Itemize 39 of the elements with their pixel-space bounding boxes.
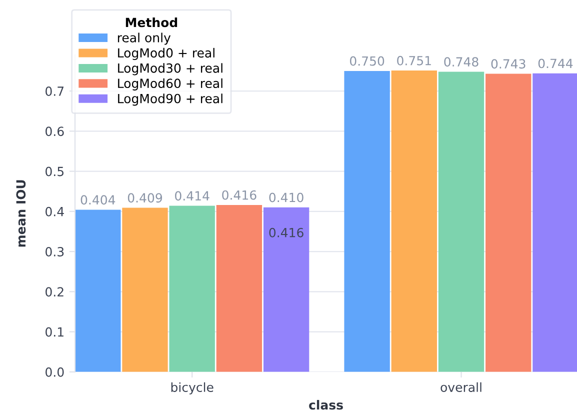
x-tick-label: overall xyxy=(440,382,482,392)
bar xyxy=(344,70,390,372)
data-label: 0.404 xyxy=(80,195,116,205)
data-label: 0.743 xyxy=(491,59,526,69)
legend-label: LogMod60 + real xyxy=(118,78,222,90)
y-tick-label: 0.4 xyxy=(46,206,64,216)
y-tick-label: 0.0 xyxy=(46,367,64,377)
y-tick-label: 0.1 xyxy=(46,327,64,337)
bar xyxy=(263,207,310,372)
y-tick-label: 0.6 xyxy=(46,126,64,136)
bar xyxy=(216,204,262,372)
y-tick-label: 0.7 xyxy=(46,86,64,96)
y-axis-title: mean IOU xyxy=(16,180,26,247)
data-label: 0.751 xyxy=(397,56,431,66)
legend-label: LogMod90 + real xyxy=(118,94,222,106)
data-label: 0.410 xyxy=(269,192,304,202)
data-label: 0.414 xyxy=(175,191,210,201)
annotation: 0.416 xyxy=(269,228,304,238)
x-tick-label: bicycle xyxy=(171,382,214,394)
legend-label: real only xyxy=(118,32,171,45)
bar xyxy=(169,206,215,372)
data-label: 0.748 xyxy=(444,57,478,67)
bar xyxy=(391,70,437,372)
bar xyxy=(486,74,532,372)
data-label: 0.744 xyxy=(538,58,573,68)
y-tick-label: 0.3 xyxy=(46,247,64,256)
data-label: 0.409 xyxy=(128,193,162,203)
bar xyxy=(438,72,484,372)
bar xyxy=(122,208,168,372)
y-tick-label: 0.2 xyxy=(46,287,64,297)
data-label: 0.750 xyxy=(350,56,384,66)
legend-label: LogMod30 + real xyxy=(118,63,222,76)
data-label: 0.416 xyxy=(222,190,256,200)
bar xyxy=(532,73,577,372)
legend-title: Method xyxy=(126,17,178,28)
x-axis-title: class xyxy=(309,400,343,410)
y-tick-label: 0.5 xyxy=(46,166,64,176)
bar xyxy=(75,210,121,372)
legend-label: LogMod0 + real xyxy=(118,48,214,60)
